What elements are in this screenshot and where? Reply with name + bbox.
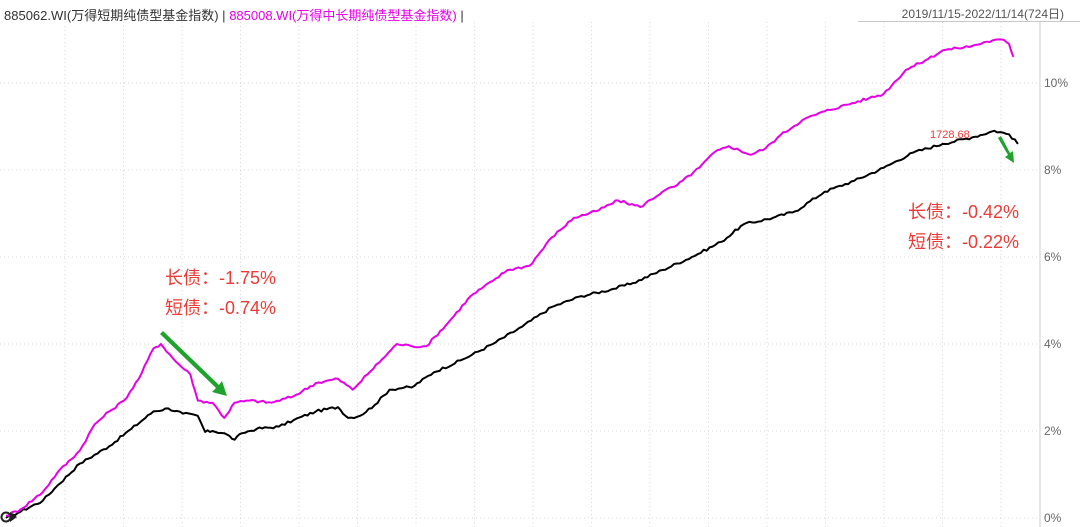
play-corner-icon[interactable] — [0, 508, 18, 526]
last-value-tag: 1728.68 — [930, 129, 970, 141]
annotation-mid: 长债：-1.75% 短债：-0.74% — [165, 263, 276, 323]
date-range-label[interactable]: 2019/11/15-2022/11/14(724日) — [901, 7, 1064, 21]
legend-trailing-separator: | — [460, 8, 464, 23]
chart-grid — [0, 22, 1040, 527]
legend-separator: | — [222, 8, 226, 23]
annotation-arrows — [160, 136, 1014, 396]
legend-series1-label[interactable]: 885062.WI(万得短期纯债型基金指数) — [4, 8, 219, 23]
down-arrow-end — [998, 136, 1014, 163]
annotation-mid-short: 短债：-0.74% — [165, 298, 277, 318]
legend-series2-label[interactable]: 885008.WI(万得中长期纯债型基金指数) — [229, 8, 457, 23]
annotation-mid-long: 长债：-1.75% — [165, 268, 277, 288]
series-line-2 — [5, 38, 1015, 517]
y-tick-label: 2% — [1044, 424, 1062, 438]
annotation-end: 长债：-0.42% 短债：-0.22% — [908, 197, 1019, 257]
y-tick-label: 8% — [1044, 163, 1062, 177]
y-axis-ticks: 0% 2% 4% 6% 8% 10% — [1039, 22, 1068, 527]
series-line-1 — [5, 129, 1019, 519]
y-tick-label: 4% — [1044, 337, 1062, 351]
y-tick-label: 6% — [1044, 250, 1062, 264]
y-tick-label: 10% — [1044, 76, 1068, 90]
date-range-underline — [858, 21, 1080, 22]
chart-legend: 885062.WI(万得短期纯债型基金指数) | 885008.WI(万得中长期… — [4, 5, 464, 24]
down-arrow-mid — [160, 331, 227, 396]
annotation-end-long: 长债：-0.42% — [908, 202, 1020, 222]
annotation-end-short: 短债：-0.22% — [908, 232, 1020, 252]
y-tick-label: 0% — [1044, 511, 1062, 525]
chart-series — [5, 38, 1019, 519]
